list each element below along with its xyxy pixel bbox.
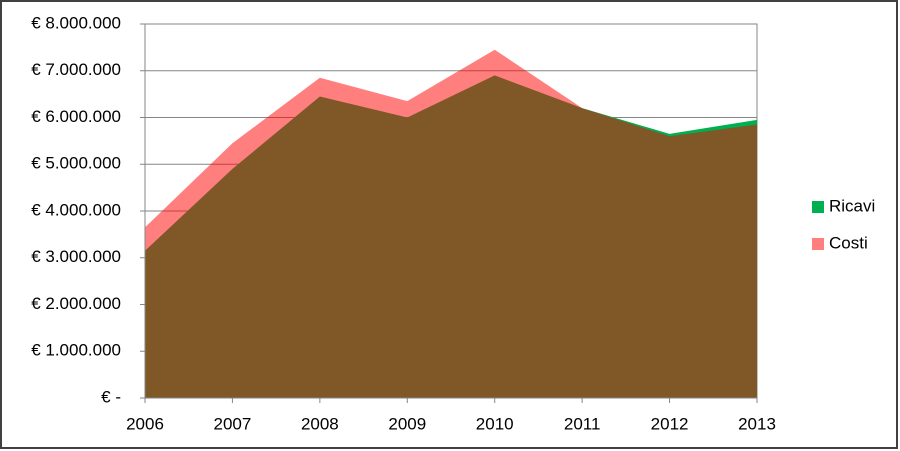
y-tick-label: € 7.000.000	[31, 60, 121, 79]
y-tick-label: € 8.000.000	[31, 13, 121, 32]
x-tick-label: 2008	[301, 414, 339, 433]
legend-label: Costi	[829, 233, 868, 252]
x-tick-label: 2013	[738, 414, 776, 433]
legend-swatch	[812, 238, 824, 250]
area	[145, 49, 757, 399]
y-tick-label: € 2.000.000	[31, 294, 121, 313]
x-tick-label: 2012	[651, 414, 689, 433]
y-tick-label: € 5.000.000	[31, 154, 121, 173]
y-tick-label: € 1.000.000	[31, 341, 121, 360]
y-tick-label: € 6.000.000	[31, 107, 121, 126]
x-tick-label: 2007	[214, 414, 252, 433]
y-tick-label: € -	[101, 387, 121, 406]
legend-label: Ricavi	[829, 196, 875, 215]
x-tick-label: 2006	[126, 414, 164, 433]
x-tick-label: 2009	[388, 414, 426, 433]
y-tick-label: € 4.000.000	[31, 200, 121, 219]
y-tick-label: € 3.000.000	[31, 247, 121, 266]
x-tick-label: 2011	[564, 414, 601, 433]
x-tick-label: 2010	[476, 414, 514, 433]
legend-swatch	[812, 201, 824, 213]
